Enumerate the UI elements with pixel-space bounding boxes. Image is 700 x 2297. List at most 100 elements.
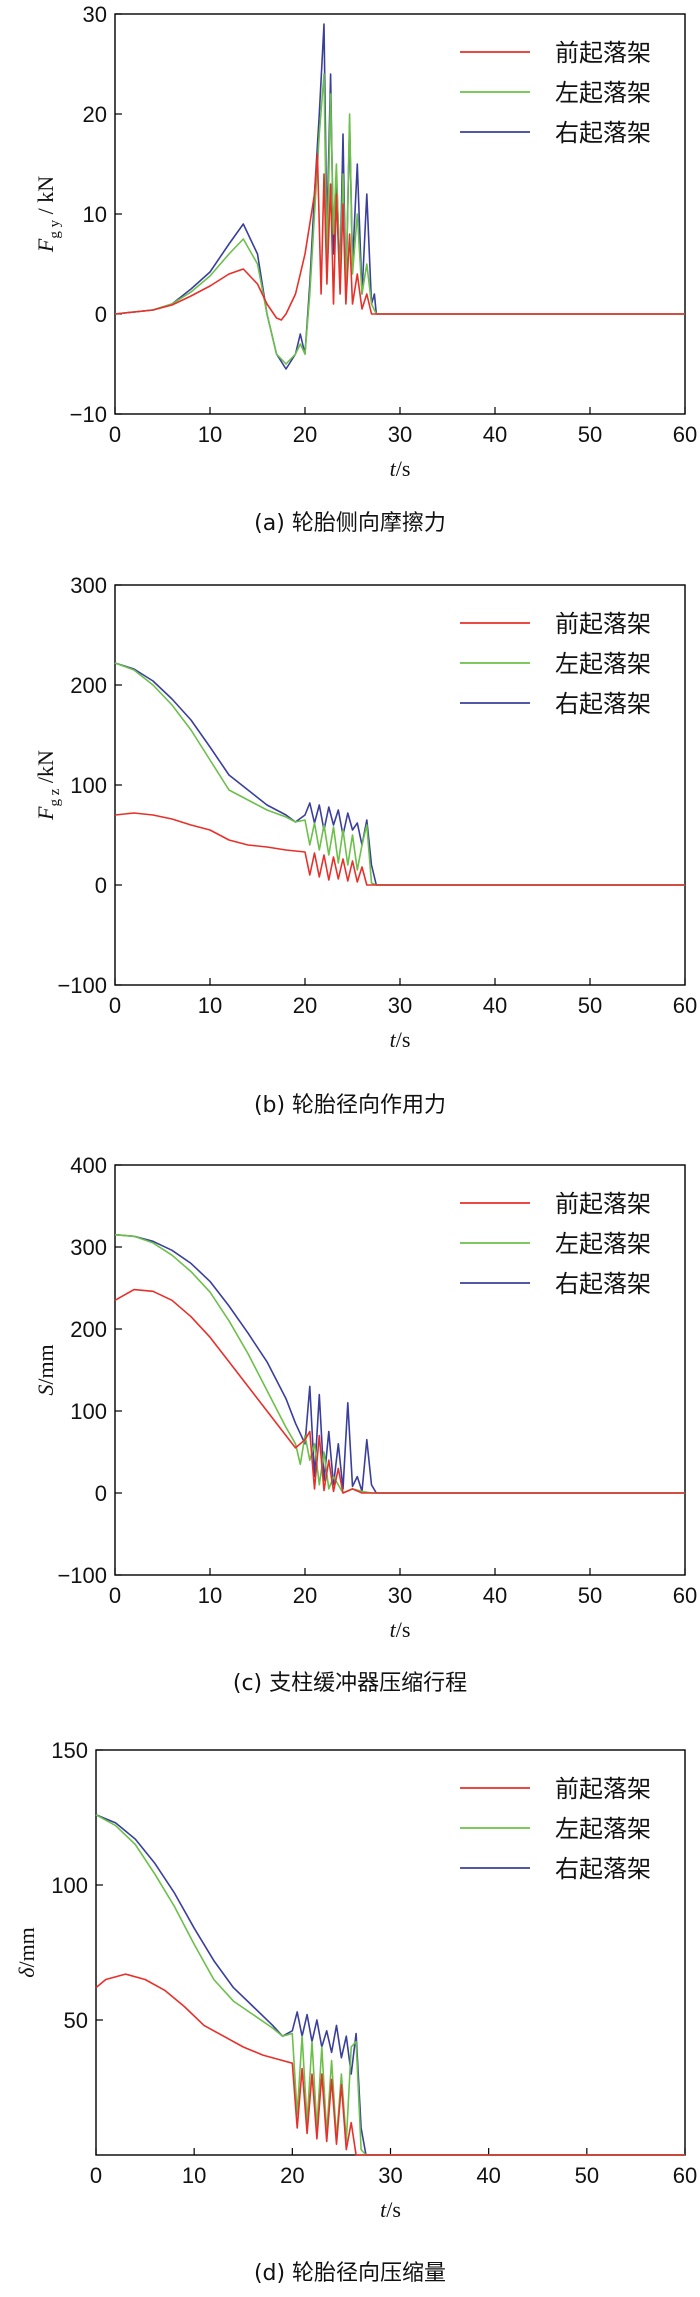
legend-label: 右起落架 (555, 119, 651, 147)
y-axis-label: Fg y / kN (33, 176, 63, 253)
x-tick-label: 50 (578, 422, 602, 447)
series-line-2 (114, 662, 685, 886)
y-tick-label: 20 (83, 102, 107, 127)
x-tick-label: 60 (673, 1583, 697, 1608)
legend-label: 前起落架 (555, 1775, 651, 1803)
x-tick-label: 10 (198, 422, 222, 447)
x-tick-label: 40 (483, 422, 507, 447)
x-axis-label-main: t (390, 1027, 397, 1052)
plot-frame (114, 1164, 686, 1576)
legend-label: 左起落架 (555, 650, 651, 678)
x-tick-label: 0 (109, 993, 121, 1018)
x-tick-label: 10 (198, 993, 222, 1018)
y-axis-label: Fg z /kN (33, 750, 63, 821)
x-tick-label: 30 (388, 993, 412, 1018)
x-tick-label: 50 (578, 1583, 602, 1608)
x-axis-label-unit: /s (396, 1027, 411, 1052)
x-tick-label: 60 (673, 422, 697, 447)
y-axis-label-unit: /mm (33, 1344, 58, 1384)
y-tick-label: 150 (51, 1738, 88, 1763)
y-tick-label: −100 (57, 973, 107, 998)
legend-label: 右起落架 (555, 1270, 651, 1298)
y-tick-label: 30 (83, 2, 107, 27)
x-tick-label: 10 (182, 2163, 206, 2188)
y-axis-label-main: S (33, 1385, 58, 1396)
series-line-3 (114, 23, 685, 370)
chart-panel-3: 0 10 20 30 40 50 60−1000100200300400前起落架左起落架右起… (33, 1153, 697, 1696)
x-axis-label-main: t (390, 456, 397, 481)
legend-label: 左起落架 (555, 79, 651, 107)
x-tick-label: 40 (476, 2163, 500, 2188)
legend-label: 前起落架 (555, 610, 651, 638)
series-line-3 (114, 1233, 685, 1494)
series-line-2 (114, 73, 685, 365)
legend-label: 右起落架 (555, 690, 651, 718)
series-line-1 (95, 1973, 685, 2156)
x-tick-label: 10 (198, 1583, 222, 1608)
x-tick-label: 0 (109, 1583, 121, 1608)
x-tick-label: 40 (483, 993, 507, 1018)
y-axis-label-main: F (33, 238, 58, 253)
panel-caption: (a) 轮胎侧向摩擦力 (254, 511, 446, 536)
x-tick-label: 20 (293, 993, 317, 1018)
y-tick-label: 100 (70, 1399, 107, 1424)
panel-caption: (d) 轮胎径向压缩量 (254, 2261, 446, 2286)
legend-label: 右起落架 (555, 1855, 651, 1883)
x-axis-label: t/s (380, 2197, 401, 2222)
y-tick-label: 50 (64, 2008, 88, 2033)
x-tick-label: 20 (293, 1583, 317, 1608)
chart-panel-2: 0 10 20 30 40 50 60−1000100200300前起落架左起落架右起落架F… (33, 573, 697, 1118)
y-tick-label: 100 (70, 773, 107, 798)
y-tick-label: −100 (57, 1563, 107, 1588)
x-tick-label: 0 (90, 2163, 102, 2188)
legend-label: 左起落架 (555, 1230, 651, 1258)
x-tick-label: 30 (378, 2163, 402, 2188)
x-tick-label: 20 (293, 422, 317, 447)
y-axis-label-sub: g z (47, 788, 63, 806)
legend-label: 前起落架 (555, 39, 651, 67)
y-axis-label-unit: / kN (33, 176, 58, 220)
plot-frame (95, 1749, 686, 2156)
x-tick-label: 50 (575, 2163, 599, 2188)
series-line-1 (114, 1288, 685, 1494)
y-tick-label: 300 (70, 573, 107, 598)
x-tick-label: 30 (388, 422, 412, 447)
y-tick-label: 200 (70, 673, 107, 698)
y-tick-label: 200 (70, 1317, 107, 1342)
x-axis-label-main: t (380, 2197, 387, 2222)
series-line-1 (114, 812, 685, 886)
x-tick-label: 0 (109, 422, 121, 447)
y-tick-label: 0 (95, 1481, 107, 1506)
y-tick-label: 0 (95, 873, 107, 898)
y-axis-label-main: F (33, 806, 58, 821)
plot-frame (114, 584, 686, 986)
y-tick-label: 100 (51, 1873, 88, 1898)
x-axis-label-main: t (390, 1617, 397, 1642)
y-tick-label: −10 (70, 402, 107, 427)
y-axis-label-unit: /mm (14, 1927, 39, 1967)
x-axis-label-unit: /s (386, 2197, 401, 2222)
y-tick-label: 0 (95, 302, 107, 327)
y-axis-label-unit: /kN (33, 750, 58, 789)
legend-label: 左起落架 (555, 1815, 651, 1843)
y-axis-label-sub: g y (47, 219, 63, 238)
x-tick-label: 40 (483, 1583, 507, 1608)
y-axis-label: δ/mm (14, 1927, 39, 1978)
y-tick-label: 300 (70, 1235, 107, 1260)
series-line-3 (114, 662, 685, 886)
x-tick-label: 20 (280, 2163, 304, 2188)
y-axis-label-main: δ (14, 1967, 39, 1978)
x-axis-label: t/s (390, 1617, 411, 1642)
series-line-3 (95, 1814, 685, 2156)
legend-label: 前起落架 (555, 1190, 651, 1218)
x-tick-label: 30 (388, 1583, 412, 1608)
x-tick-label: 60 (673, 2163, 697, 2188)
y-tick-label: 400 (70, 1153, 107, 1178)
series-line-1 (114, 153, 685, 321)
x-axis-label: t/s (390, 1027, 411, 1052)
x-tick-label: 50 (578, 993, 602, 1018)
